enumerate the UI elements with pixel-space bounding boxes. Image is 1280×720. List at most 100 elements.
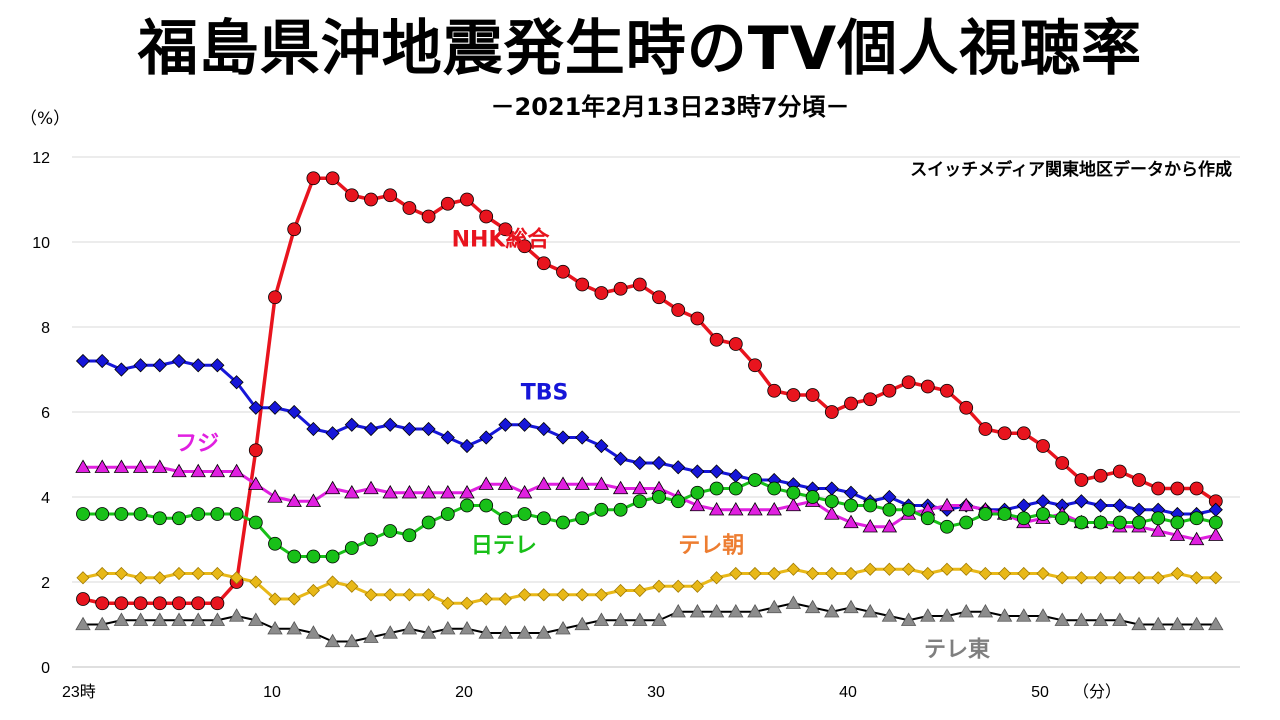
data-point: [210, 566, 224, 581]
data-point: [172, 566, 186, 581]
data-point: [996, 608, 1013, 622]
data-point: [171, 612, 187, 626]
data-point: [708, 603, 725, 618]
data-point: [133, 507, 148, 521]
data-point: [382, 484, 398, 499]
y-tick-label: 2: [41, 575, 50, 592]
data-point: [114, 566, 128, 581]
data-point: [209, 463, 226, 478]
data-point: [536, 256, 551, 271]
data-point: [325, 426, 340, 441]
data-point: [363, 421, 379, 437]
data-point: [613, 281, 628, 296]
data-point: [498, 417, 513, 432]
data-point: [383, 588, 397, 602]
data-point: [76, 507, 90, 521]
data-point: [709, 481, 724, 496]
data-point: [651, 612, 667, 626]
data-point: [152, 459, 168, 473]
data-point: [267, 620, 283, 635]
data-point: [1169, 527, 1186, 541]
data-point: [747, 603, 763, 618]
data-point: [171, 463, 187, 478]
data-point: [1131, 502, 1147, 517]
data-point: [517, 417, 532, 432]
data-point: [1150, 616, 1166, 631]
data-point: [747, 501, 763, 516]
data-point: [537, 588, 551, 602]
y-tick-label: 8: [41, 320, 50, 337]
data-point: [690, 464, 705, 479]
data-point: [824, 494, 839, 509]
data-point: [920, 379, 935, 394]
data-point: [766, 501, 782, 516]
series-line: [83, 359, 1217, 516]
data-point: [497, 476, 514, 490]
data-point: [556, 588, 570, 602]
data-point: [824, 481, 839, 496]
data-point: [152, 612, 168, 626]
data-point: [556, 264, 570, 279]
data-point: [1055, 456, 1070, 470]
data-point: [632, 455, 647, 471]
data-point: [728, 481, 743, 496]
data-point: [1131, 616, 1147, 631]
data-point: [210, 596, 225, 611]
data-point: [478, 476, 494, 490]
data-point: [1169, 616, 1186, 631]
data-point: [978, 566, 992, 581]
data-point: [939, 608, 955, 622]
data-point: [767, 566, 781, 581]
data-point: [305, 493, 322, 507]
data-point: [95, 596, 110, 611]
data-point: [518, 588, 532, 602]
series-label: TBS: [521, 380, 569, 405]
data-point: [114, 507, 129, 521]
data-point: [824, 506, 840, 520]
grid-lines: [72, 156, 1240, 668]
data-point: [383, 524, 398, 538]
data-point: [268, 592, 282, 606]
data-point: [901, 375, 916, 390]
data-point: [1074, 494, 1089, 509]
data-point: [882, 383, 897, 398]
data-point: [133, 358, 148, 373]
data-point: [671, 579, 685, 593]
data-point: [1016, 426, 1031, 441]
data-point: [420, 484, 437, 499]
data-point: [593, 476, 610, 490]
data-point: [421, 515, 436, 530]
data-point: [517, 239, 532, 254]
data-point: [901, 502, 916, 517]
data-point: [593, 612, 610, 626]
data-point: [958, 603, 974, 618]
data-point: [422, 588, 436, 602]
data-point: [671, 460, 686, 475]
data-point: [728, 337, 743, 351]
data-point: [459, 484, 475, 499]
data-point: [191, 566, 205, 581]
data-point: [1189, 511, 1204, 526]
data-point: [825, 566, 839, 581]
data-point: [978, 422, 993, 436]
data-point: [324, 633, 341, 648]
data-point: [1112, 498, 1127, 513]
data-point: [133, 596, 148, 611]
data-point: [920, 511, 935, 526]
data-point: [728, 603, 744, 618]
data-point: [633, 583, 647, 598]
data-point: [306, 549, 321, 564]
data-point: [863, 392, 878, 407]
data-point: [882, 502, 897, 517]
data-point: [1074, 515, 1089, 530]
data-point: [843, 599, 859, 614]
data-point: [632, 494, 647, 509]
data-point: [575, 277, 590, 292]
data-point: [998, 566, 1012, 581]
data-point: [881, 518, 898, 533]
data-point: [709, 332, 724, 347]
data-point: [516, 484, 533, 499]
data-point: [575, 588, 589, 602]
data-point: [152, 358, 167, 373]
data-point: [95, 353, 110, 369]
